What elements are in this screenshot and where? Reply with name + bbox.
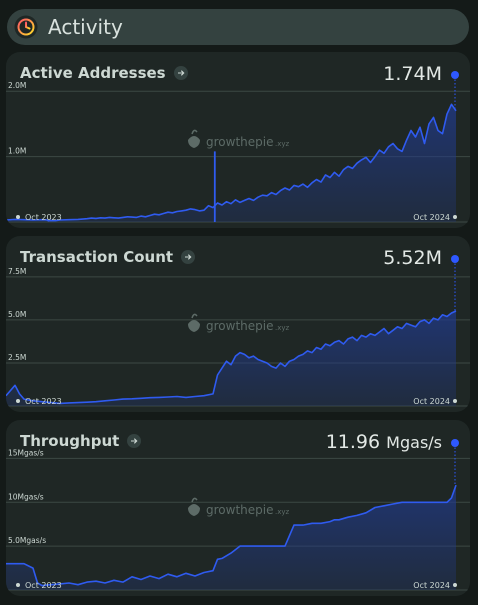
throughput-chart: 15Mgas/s 10Mgas/s 5.0Mgas/s growthepie .xyz O…: [6, 439, 470, 591]
start-dot: [16, 583, 20, 587]
series-area: [6, 104, 456, 222]
watermark-leaf-icon: [191, 129, 198, 135]
start-dot: [16, 399, 20, 403]
transaction-count-label: Transaction Count: [20, 248, 174, 266]
arrow-right-icon[interactable]: [127, 434, 142, 448]
transaction-count-value: 5.52M: [383, 247, 442, 269]
watermark-suffix: .xyz: [275, 324, 290, 332]
y-tick-label: 5.0M: [8, 310, 26, 319]
watermark-leaf-icon: [191, 497, 198, 503]
x-end-label: Oct 2024: [413, 213, 450, 222]
watermark-text: growthepie: [206, 319, 273, 333]
latest-value-dot: [451, 439, 459, 447]
throughput-value: 11.96 Mgas/s: [326, 431, 442, 453]
growthepie-watermark: growthepie .xyz: [188, 129, 290, 149]
watermark-logo-icon: [188, 504, 200, 516]
growthepie-watermark: growthepie .xyz: [188, 497, 290, 517]
page-title: Activity: [48, 15, 123, 39]
start-dot: [16, 215, 20, 219]
transaction-count-chart: 7.5M 5.0M 2.5M growthepie .xyz Oct 2023 Oct 20…: [6, 255, 470, 407]
y-tick-label: 1.0M: [8, 147, 26, 156]
throughput-value-unit: Mgas/s: [386, 433, 442, 452]
latest-value-dot: [451, 255, 459, 263]
x-end-label: Oct 2024: [413, 581, 450, 590]
activity-clock-icon: [14, 15, 38, 39]
throughput-label: Throughput: [20, 432, 120, 450]
watermark-text: growthepie: [206, 503, 273, 517]
y-tick-label: 15Mgas/s: [8, 448, 44, 457]
series-area: [6, 311, 456, 406]
transaction-count-title[interactable]: Transaction Count: [20, 248, 196, 266]
throughput-value-number: 11.96: [325, 431, 381, 453]
throughput-card: 15Mgas/s 10Mgas/s 5.0Mgas/s growthepie .xyz O…: [6, 420, 470, 596]
watermark-suffix: .xyz: [275, 508, 290, 516]
end-dot: [453, 583, 457, 587]
active-addresses-card: 2.0M 1.0M growthepie .xyz Oct 2023 Oct 2024 A…: [6, 52, 470, 228]
latest-value-dot: [451, 71, 459, 79]
watermark-logo-icon: [188, 136, 200, 148]
y-tick-label: 5.0Mgas/s: [8, 536, 46, 545]
watermark-leaf-icon: [191, 313, 198, 319]
active-addresses-value: 1.74M: [383, 63, 442, 85]
watermark-suffix: .xyz: [275, 140, 290, 148]
arrow-right-icon[interactable]: [173, 66, 188, 80]
series-line: [6, 310, 457, 405]
activity-header: Activity: [7, 9, 469, 45]
transaction-count-card: 7.5M 5.0M 2.5M growthepie .xyz Oct 2023 Oct 20…: [6, 236, 470, 412]
watermark-text: growthepie: [206, 135, 273, 149]
x-start-label: Oct 2023: [25, 397, 62, 406]
growthepie-watermark: growthepie .xyz: [188, 313, 290, 333]
x-end-label: Oct 2024: [413, 397, 450, 406]
active-addresses-chart: 2.0M 1.0M growthepie .xyz Oct 2023 Oct 2024: [6, 71, 470, 223]
end-dot: [453, 215, 457, 219]
throughput-title[interactable]: Throughput: [20, 432, 142, 450]
y-tick-label: 10Mgas/s: [8, 492, 44, 501]
series-line: [6, 484, 457, 587]
series-area: [6, 485, 456, 590]
watermark-logo-icon: [188, 320, 200, 332]
x-start-label: Oct 2023: [25, 581, 62, 590]
active-addresses-label: Active Addresses: [20, 64, 166, 82]
series-line: [6, 103, 457, 222]
x-start-label: Oct 2023: [25, 213, 62, 222]
arrow-right-icon[interactable]: [181, 250, 196, 264]
y-tick-label: 7.5M: [8, 267, 26, 276]
end-dot: [453, 399, 457, 403]
y-tick-label: 2.0M: [8, 81, 26, 90]
active-addresses-title[interactable]: Active Addresses: [20, 64, 188, 82]
y-tick-label: 2.5M: [8, 353, 26, 362]
